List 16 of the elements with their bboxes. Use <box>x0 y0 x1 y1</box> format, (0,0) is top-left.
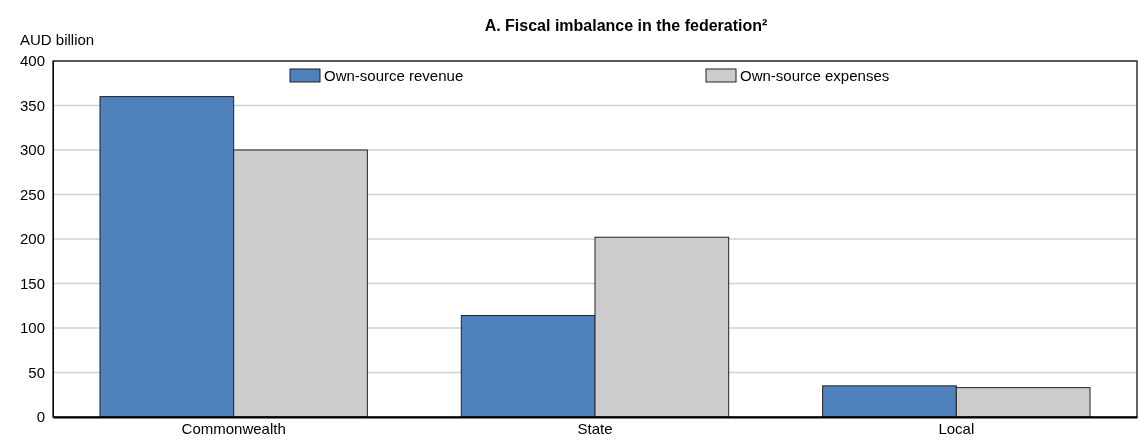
y-tick-label: 200 <box>19 230 45 248</box>
y-axis-title: AUD billion <box>20 31 95 48</box>
y-tick-label: 300 <box>19 141 45 159</box>
x-tick-label: State <box>577 419 613 437</box>
y-tick-label: 100 <box>19 319 45 337</box>
legend-label: Own-source expenses <box>740 67 890 84</box>
y-tick-label: 150 <box>19 274 45 292</box>
y-tick-label: 50 <box>28 363 45 381</box>
y-tick-label: 400 <box>19 52 45 70</box>
x-tick-label: Local <box>938 419 975 437</box>
legend-label: Own-source revenue <box>324 67 464 84</box>
y-tick-label: 0 <box>36 408 45 426</box>
y-tick-label: 250 <box>19 185 45 203</box>
chart-title: A. Fiscal imbalance in the federation² <box>484 17 768 34</box>
y-tick-label: 350 <box>19 96 45 114</box>
x-tick-label: Commonwealth <box>181 419 286 437</box>
